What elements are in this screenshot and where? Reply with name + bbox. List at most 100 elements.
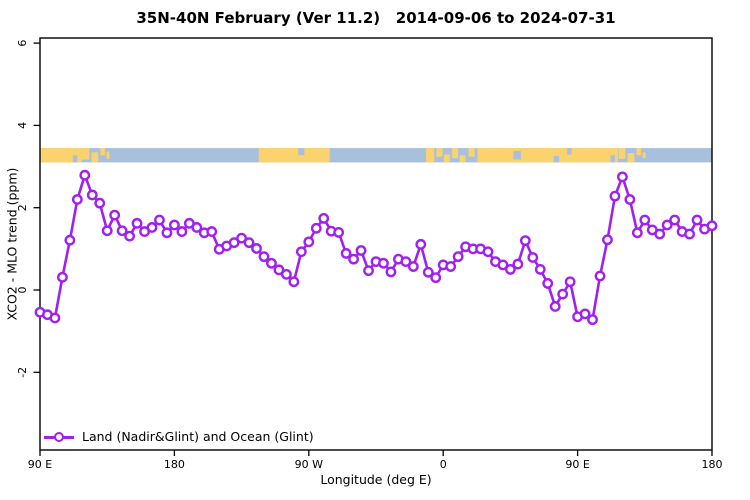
data-point-marker [363, 265, 374, 277]
land-band-segment [258, 148, 330, 163]
data-point-marker [288, 276, 300, 288]
data-point-marker [273, 264, 285, 276]
y-tick-label: 6 [16, 40, 29, 47]
data-point-marker [243, 237, 255, 249]
ocean-band-patch [298, 148, 305, 156]
plot-border [39, 37, 713, 451]
data-point-marker [318, 212, 330, 224]
data-point-marker [639, 214, 651, 226]
land-band-patch [468, 148, 475, 157]
x-axis-label: Longitude (deg E) [320, 472, 432, 487]
land-band-patch [618, 148, 626, 159]
data-point-marker [400, 256, 412, 268]
data-point-marker [303, 236, 315, 248]
land-band-patch [436, 148, 443, 157]
land-band-patch [81, 148, 90, 160]
data-point-marker [482, 246, 494, 258]
y-tick-label: 4 [16, 122, 29, 129]
data-point-marker [280, 268, 292, 280]
data-point-marker [631, 227, 643, 239]
data-point-marker [94, 197, 106, 209]
data-point-marker [602, 234, 613, 246]
ocean-band-patch [513, 150, 521, 160]
data-point-marker [49, 312, 61, 324]
data-point-marker [407, 261, 419, 272]
data-point-marker [57, 271, 68, 283]
data-point-marker [266, 257, 277, 269]
data-point-marker [684, 228, 695, 240]
data-point-marker [617, 171, 628, 183]
land-band-patch [636, 148, 642, 156]
data-point-marker [154, 214, 165, 226]
ocean-band-patch [610, 155, 615, 163]
data-point-marker [340, 247, 352, 259]
x-tick-label: 180 [702, 458, 723, 471]
data-point-marker [594, 270, 606, 282]
x-tick-label: 0 [440, 458, 447, 471]
data-point-marker [579, 308, 591, 320]
data-point-marker [101, 225, 113, 237]
land-band-patch [459, 155, 466, 163]
y-tick-label: -2 [16, 367, 29, 378]
ocean-band-patch [72, 155, 78, 163]
y-axis-label: XCO2 - MLO trend (ppm) [4, 167, 20, 321]
data-point-marker [527, 252, 539, 263]
land-band-patch [452, 148, 459, 159]
data-point-marker [64, 234, 76, 246]
data-point-marker [251, 243, 262, 254]
data-point-marker [191, 222, 203, 233]
data-point-marker [430, 272, 442, 284]
data-point-marker [161, 227, 173, 239]
data-point-marker [519, 235, 531, 247]
data-point-marker [228, 237, 240, 249]
data-point-marker [385, 266, 397, 278]
ocean-band-patch [567, 148, 572, 155]
legend-label: Land (Nadir&Glint) and Ocean (Glint) [82, 429, 314, 444]
land-band-patch [426, 148, 435, 163]
data-point-marker [146, 222, 158, 233]
land-band-segment [40, 148, 82, 163]
land-band-patch [106, 151, 110, 159]
data-point-marker [691, 214, 703, 226]
x-tick-label: 90 E [565, 458, 589, 471]
data-point-marker [71, 194, 83, 205]
data-point-marker [422, 266, 434, 278]
data-point-marker [116, 225, 128, 237]
y-tick-label: 2 [16, 204, 29, 211]
data-point-marker [497, 259, 509, 271]
data-point-marker [295, 246, 307, 258]
data-point-marker [564, 276, 576, 288]
data-point-marker [124, 230, 136, 242]
data-point-marker [624, 194, 636, 205]
data-point-marker [168, 219, 180, 231]
data-point-marker [348, 253, 359, 265]
data-point-marker [109, 209, 121, 221]
data-point-marker [258, 251, 270, 263]
x-tick-label: 180 [164, 458, 185, 471]
data-point-marker [86, 189, 98, 201]
data-point-marker [310, 222, 322, 234]
data-point-marker [236, 232, 248, 244]
data-point-marker [669, 214, 681, 226]
x-tick-label: 90 W [295, 458, 323, 471]
legend: Land (Nadir&Glint) and Ocean (Glint) [44, 429, 314, 444]
data-point-marker [661, 219, 673, 231]
data-point-marker [79, 169, 91, 181]
land-band-patch [627, 153, 635, 163]
legend-line-marker-icon [44, 431, 74, 443]
data-point-marker [512, 258, 524, 270]
land-band-patch [100, 148, 105, 156]
land-band-patch [443, 154, 450, 163]
data-point-marker [333, 226, 345, 238]
data-point-marker [452, 251, 464, 263]
y-tick-label: 0 [16, 287, 29, 294]
land-band-patch [91, 152, 99, 163]
data-point-marker [609, 190, 621, 202]
data-point-marker [131, 217, 143, 229]
data-point-marker [176, 226, 188, 237]
data-point-marker [549, 301, 561, 312]
data-point-marker [534, 264, 546, 275]
data-point-marker [355, 245, 367, 256]
